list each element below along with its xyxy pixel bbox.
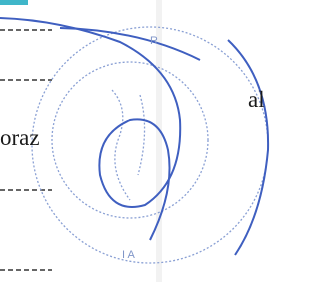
body-text: al bbox=[248, 88, 265, 111]
stamp-emblem bbox=[112, 90, 130, 200]
stamp-text: I A bbox=[122, 250, 135, 261]
signature bbox=[0, 18, 268, 255]
stamp-text: R bbox=[150, 36, 158, 47]
body-text: oraz bbox=[0, 126, 40, 149]
ink-fragment bbox=[0, 0, 28, 5]
signature-stroke bbox=[228, 40, 268, 255]
document-page: oraz al R I A bbox=[0, 0, 272, 282]
scan-graphics bbox=[0, 0, 272, 282]
stamp-inner-ring bbox=[52, 62, 208, 218]
dashed-lines bbox=[0, 30, 52, 270]
stamp-emblem bbox=[138, 95, 145, 175]
signature-stroke bbox=[60, 28, 200, 60]
